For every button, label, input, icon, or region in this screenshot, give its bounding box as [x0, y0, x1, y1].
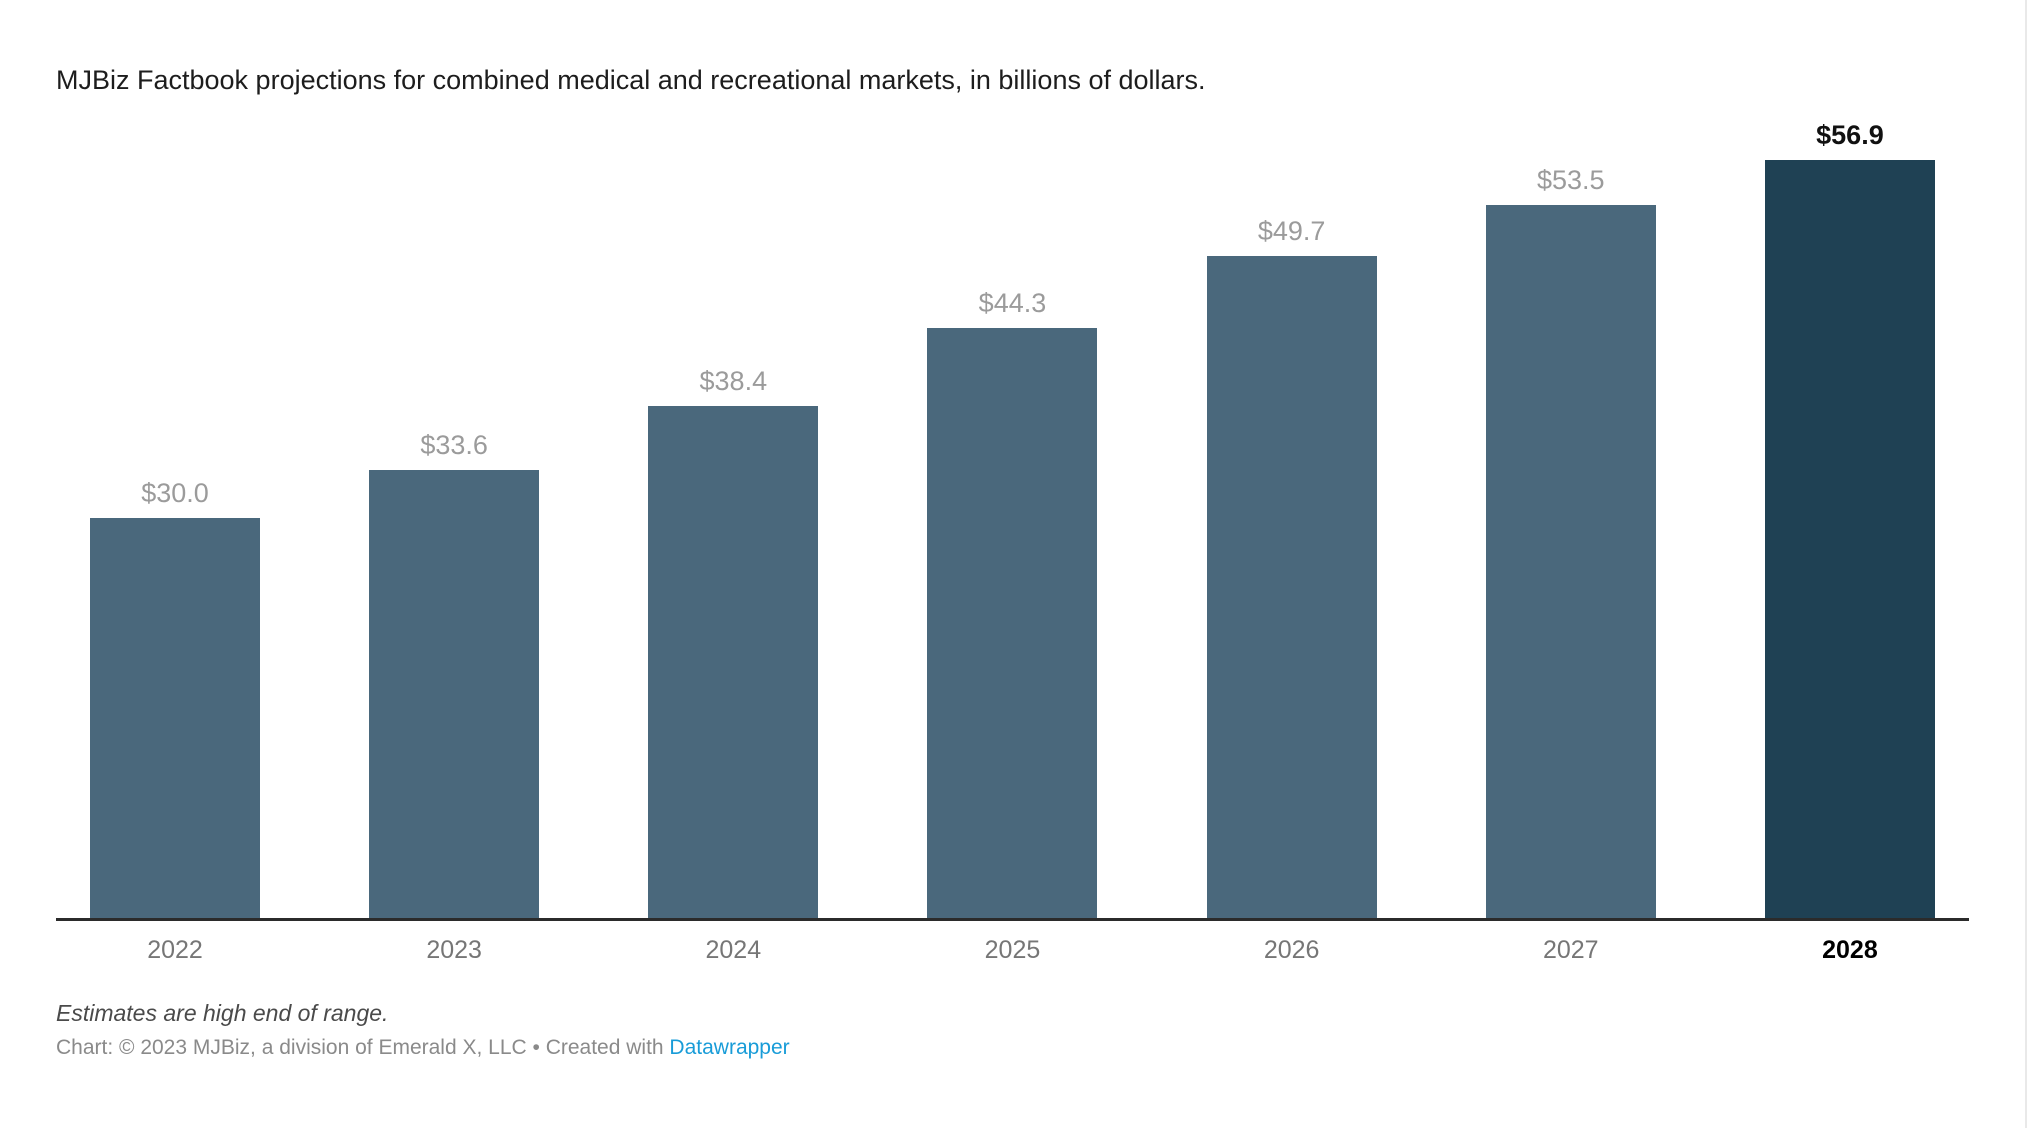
bar-2022[interactable] — [90, 518, 260, 918]
bar-value-label: $44.3 — [978, 288, 1047, 318]
attribution-text: Chart: © 2023 MJBiz, a division of Emera… — [56, 1036, 670, 1059]
bar-2023[interactable] — [369, 470, 540, 918]
x-axis-label-2028: 2028 — [1822, 936, 1878, 964]
bar-value-label: $33.6 — [420, 430, 488, 460]
x-axis-label-2025: 2025 — [984, 936, 1041, 964]
bar-column-2024: $38.4 — [648, 366, 819, 918]
bar-2027[interactable] — [1485, 205, 1656, 918]
chart-attribution: Chart: © 2023 MJBiz, a division of Emera… — [56, 1036, 790, 1060]
chart-note: Estimates are high end of range. — [56, 1000, 389, 1026]
bar-column-2026: $49.7 — [1206, 216, 1377, 918]
bar-column-2023: $33.6 — [369, 430, 540, 918]
x-axis-label-2026: 2026 — [1263, 936, 1320, 964]
bar-column-2025: $44.3 — [927, 288, 1098, 918]
bar-2024[interactable] — [648, 406, 819, 918]
bar-2026[interactable] — [1206, 256, 1377, 918]
bar-chart-columns: $30.0 $33.6 $38.4 $44.3 $49.7 $53.5 $56.9 — [56, 110, 1969, 918]
bar-column-2022: $30.0 — [90, 478, 260, 918]
x-axis-label-2024: 2024 — [705, 936, 762, 964]
x-axis-label-2022: 2022 — [147, 936, 203, 964]
bar-column-2028: $56.9 — [1764, 120, 1935, 918]
bar-value-label: $30.0 — [141, 478, 209, 508]
bar-2025[interactable] — [927, 328, 1098, 918]
bar-value-label: $56.9 — [1816, 120, 1884, 150]
bar-value-label: $49.7 — [1257, 216, 1326, 246]
bar-chart: $30.0 $33.6 $38.4 $44.3 $49.7 $53.5 $56.9 — [56, 110, 1969, 921]
x-axis-label-2027: 2027 — [1542, 936, 1599, 964]
x-axis-label-2023: 2023 — [426, 936, 482, 964]
x-axis: 2022 2023 2024 2025 2026 2027 2028 — [56, 936, 1969, 965]
datawrapper-link[interactable]: Datawrapper — [669, 1036, 790, 1059]
bar-2028[interactable] — [1764, 160, 1935, 918]
bar-column-2027: $53.5 — [1485, 165, 1656, 918]
bar-value-label: $38.4 — [699, 366, 768, 396]
chart-title: MJBiz Factbook projections for combined … — [56, 65, 1206, 95]
bar-value-label: $53.5 — [1536, 165, 1605, 195]
page-right-border — [2025, 0, 2027, 1128]
